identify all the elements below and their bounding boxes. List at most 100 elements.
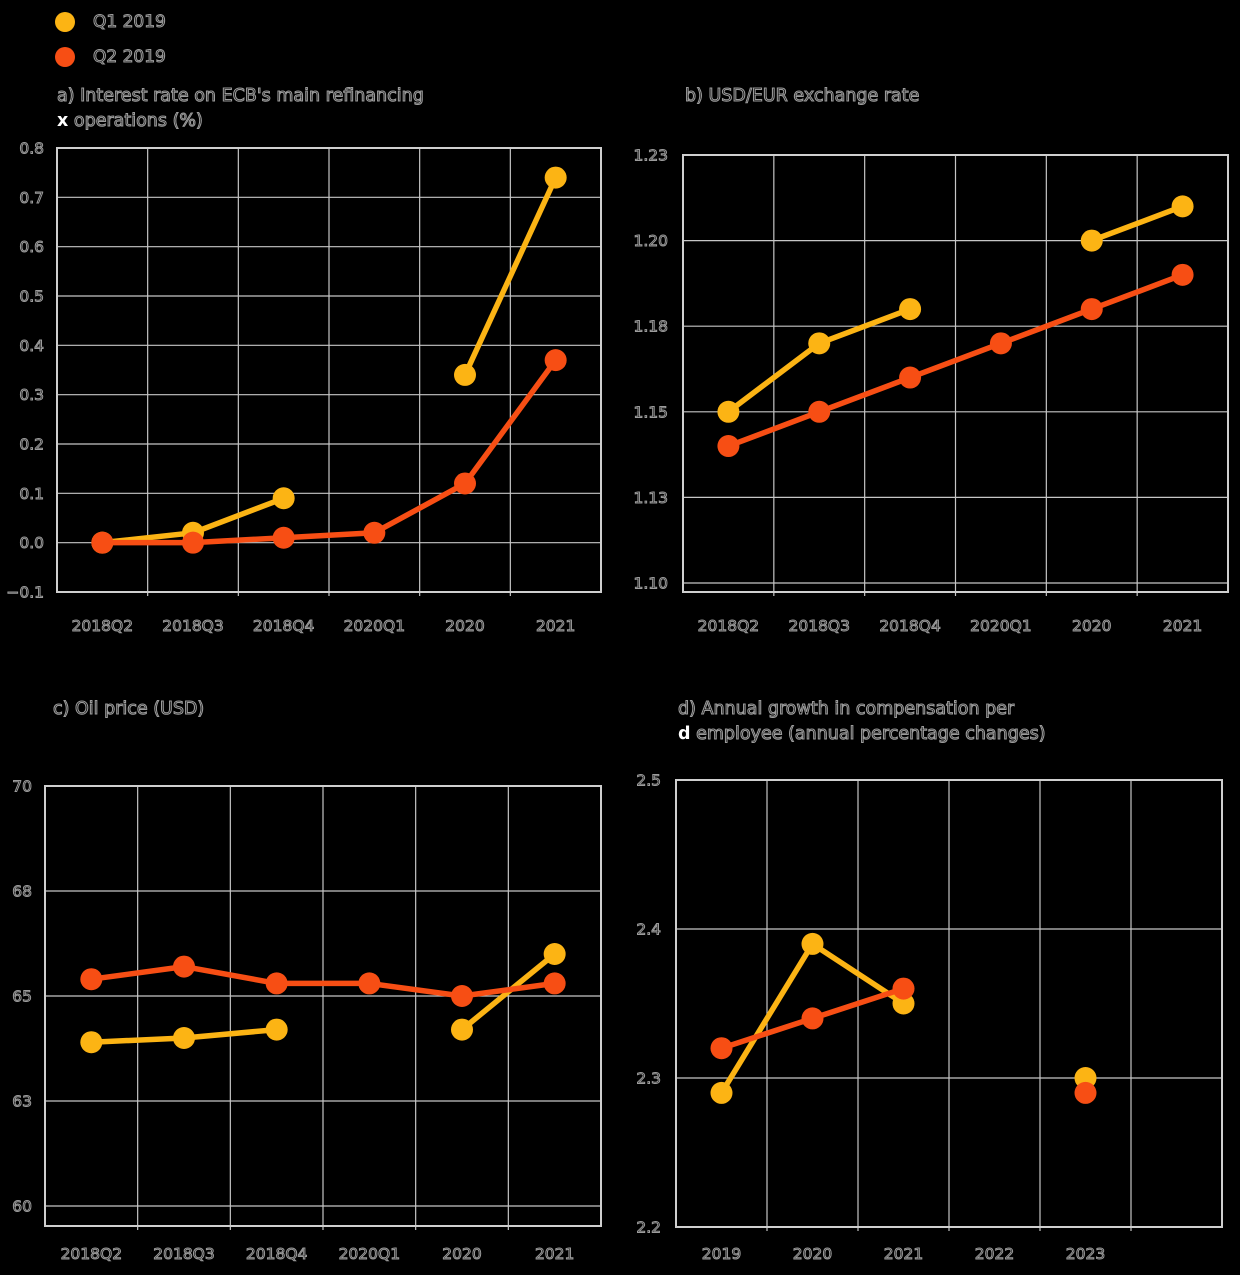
data-point (544, 349, 567, 372)
legend-item-q2: Q2 2019 (55, 39, 166, 74)
legend-label-q1: Q1 2019 (92, 11, 166, 32)
x-axis-ticks: 2018Q2 2018Q3 2018Q4 2020Q1 2020 2021 (697, 617, 1203, 636)
series-q2-2019 (710, 977, 1097, 1104)
x-tick-label: 2021 (1163, 617, 1202, 635)
x-tick-label: 2018Q4 (246, 1245, 308, 1263)
y-tick-label: 0.4 (19, 337, 44, 355)
x-tick-label: 2018Q2 (61, 1245, 123, 1263)
data-point (801, 932, 824, 955)
data-point (1074, 1081, 1097, 1104)
gridlines (45, 785, 601, 1230)
chart-b-title: b) USD/EUR exchange rate (684, 84, 920, 109)
legend-item-q1: Q1 2019 (55, 4, 166, 39)
data-point (272, 526, 295, 549)
data-point (173, 955, 195, 978)
data-point (1171, 195, 1194, 218)
x-tick-label: 2018Q3 (788, 617, 850, 635)
data-point (989, 332, 1012, 355)
x-tick-label: 2023 (1066, 1245, 1105, 1263)
data-point (1171, 263, 1194, 286)
y-tick-label: 60 (12, 1198, 32, 1216)
y-tick-label: 68 (12, 883, 32, 901)
y-tick-label: 1.18 (633, 318, 668, 336)
data-point (899, 298, 922, 321)
gridlines (683, 154, 1228, 596)
y-tick-label: −0.1 (6, 584, 44, 602)
x-tick-label: 2021 (535, 1245, 574, 1263)
y-tick-label: 0.6 (19, 238, 44, 256)
series-q2-2019 (91, 349, 567, 554)
data-point (808, 332, 831, 355)
y-axis-ticks: 70 68 65 63 60 (12, 777, 33, 1216)
y-tick-label: 0.1 (19, 485, 44, 503)
y-axis-ticks: 1.23 1.20 1.18 1.15 1.13 1.10 (633, 146, 669, 593)
data-point (451, 985, 473, 1007)
y-tick-label: 2.2 (636, 1219, 661, 1237)
data-point (265, 1018, 288, 1041)
series-line (726, 306, 912, 414)
data-point (717, 400, 740, 423)
x-tick-label: 2018Q3 (162, 617, 224, 635)
x-tick-label: 2021 (884, 1245, 923, 1263)
data-point (710, 1081, 733, 1104)
data-point (1080, 298, 1103, 321)
y-axis-ticks: 2.5 2.4 2.3 2.2 (636, 771, 662, 1237)
data-point (454, 472, 476, 495)
y-tick-label: 0.2 (19, 436, 44, 454)
series-q2-2019 (717, 263, 1194, 458)
series-line (1090, 203, 1184, 244)
q1-2019-marker-icon (55, 11, 75, 32)
y-tick-label: 2.5 (636, 772, 661, 790)
data-point (710, 1037, 733, 1060)
x-axis-ticks: 2018Q2 2018Q3 2018Q4 2020Q1 2020 2021 (60, 1245, 575, 1264)
gridlines (676, 779, 1222, 1231)
x-axis-ticks: 2018Q2 2018Q3 2018Q4 2020Q1 2020 2021 (71, 617, 576, 636)
series-line (102, 358, 558, 546)
y-tick-label: 0.8 (19, 140, 44, 158)
x-tick-label: 2018Q3 (153, 1245, 215, 1263)
y-tick-label: 1.10 (633, 575, 668, 593)
data-point (899, 366, 922, 389)
y-tick-label: 70 (12, 778, 32, 796)
series-q2-2019 (80, 955, 566, 1007)
data-point (1080, 229, 1103, 252)
data-point (543, 943, 566, 965)
data-point (454, 363, 476, 386)
series-line (727, 272, 1184, 449)
plot-border (56, 147, 602, 593)
x-tick-label: 2020 (793, 1245, 832, 1263)
data-point (265, 972, 288, 995)
legend-label-q2: Q2 2019 (92, 46, 166, 67)
chart-a-white-prefix: x (57, 111, 69, 131)
data-point (91, 531, 114, 554)
data-point (182, 531, 204, 554)
x-tick-label: 2022 (975, 1245, 1014, 1263)
y-tick-label: 0.0 (19, 534, 44, 552)
y-tick-label: 0.7 (19, 189, 44, 207)
chart-c-title: c) Oil price (USD) (52, 697, 204, 722)
data-point (892, 977, 915, 1000)
y-tick-label: 1.15 (633, 403, 668, 421)
y-tick-label: 0.5 (19, 288, 44, 306)
x-tick-label: 2019 (702, 1245, 741, 1263)
x-tick-label: 2018Q2 (72, 617, 134, 635)
y-tick-label: 65 (12, 988, 32, 1006)
data-point (80, 968, 103, 991)
y-tick-label: 1.20 (633, 232, 668, 250)
y-axis-ticks: 0.8 0.7 0.6 0.5 0.4 0.3 0.2 0.1 0.0 −0.1 (6, 139, 45, 602)
chart-d-title-line2: d employee (annual percentage changes) (678, 723, 1046, 744)
legend: Q1 2019 Q2 2019 (55, 4, 166, 74)
data-point (173, 1027, 195, 1049)
series-line (462, 176, 559, 377)
x-tick-label: 2018Q4 (879, 617, 941, 635)
x-tick-label: 2020 (445, 617, 484, 635)
data-point (80, 1031, 103, 1054)
y-tick-label: 1.13 (633, 489, 668, 507)
chart-d-white-prefix: d (678, 724, 691, 744)
chart-b-title-line1: b) USD/EUR exchange rate (684, 85, 920, 106)
plot-border (675, 779, 1223, 1228)
plot-border (682, 154, 1229, 593)
